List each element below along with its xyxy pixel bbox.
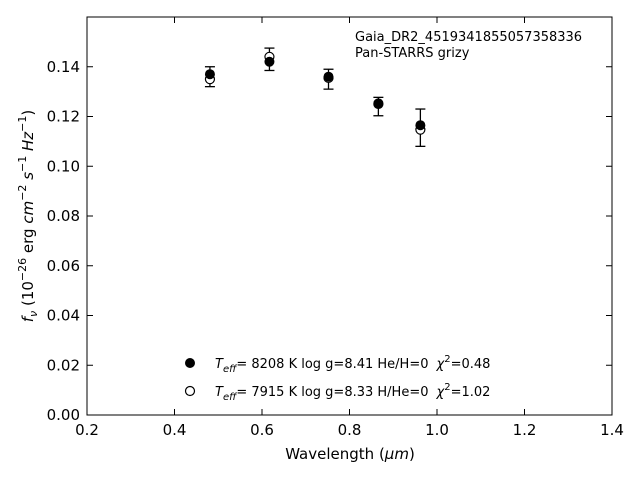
- model-point-filled: [264, 56, 275, 67]
- y-tick-label: 0.14: [47, 58, 80, 76]
- y-tick-label: 0.00: [47, 406, 80, 424]
- legend-label-open: Teff= 7915 K log g=8.33 H/He=0 χ2=1.02: [215, 382, 490, 403]
- legend-marker-open: [184, 385, 196, 397]
- x-tick-label: 0.6: [250, 421, 274, 439]
- x-tick-label: 0.8: [338, 421, 362, 439]
- y-tick-label: 0.04: [47, 307, 80, 325]
- model-point-filled: [373, 98, 384, 109]
- model-point-filled: [415, 120, 426, 131]
- y-tick-label: 0.08: [47, 207, 80, 225]
- model-point-filled: [323, 71, 334, 82]
- x-tick-label: 0.4: [163, 421, 187, 439]
- axis-ticks: 0.2 0.4 0.6 0.8 1.0 1.2 1.4 0.00 0.02 0.04 0.06 0.0…: [47, 17, 624, 439]
- y-axis-label: fν (10−26 erg cm−2 s−1 Hz−1): [16, 110, 40, 322]
- y-tick-label: 0.10: [47, 157, 80, 175]
- legend: Teff= 8208 K log g=8.41 He/H=0 χ2=0.48 Te…: [184, 354, 490, 403]
- model-point-filled: [204, 69, 215, 80]
- y-tick-label: 0.12: [47, 108, 80, 126]
- x-tick-label: 1.4: [600, 421, 624, 439]
- y-tick-label: 0.02: [47, 356, 80, 374]
- x-tick-label: 1.2: [513, 421, 537, 439]
- legend-label-filled: Teff= 8208 K log g=8.41 He/H=0 χ2=0.48: [215, 354, 490, 375]
- x-axis-label: Wavelength (μm): [285, 445, 415, 463]
- legend-marker-filled: [185, 358, 195, 368]
- x-tick-label: 1.0: [425, 421, 449, 439]
- star-id-annotation: Gaia_DR2_4519341855057358336: [355, 30, 582, 45]
- x-tick-label: 0.2: [75, 421, 99, 439]
- survey-annotation: Pan-STARRS grizy: [355, 46, 470, 61]
- error-bars: [204, 47, 426, 148]
- data-points: [204, 51, 426, 135]
- y-tick-label: 0.06: [47, 257, 80, 275]
- plot-frame: [86, 16, 613, 416]
